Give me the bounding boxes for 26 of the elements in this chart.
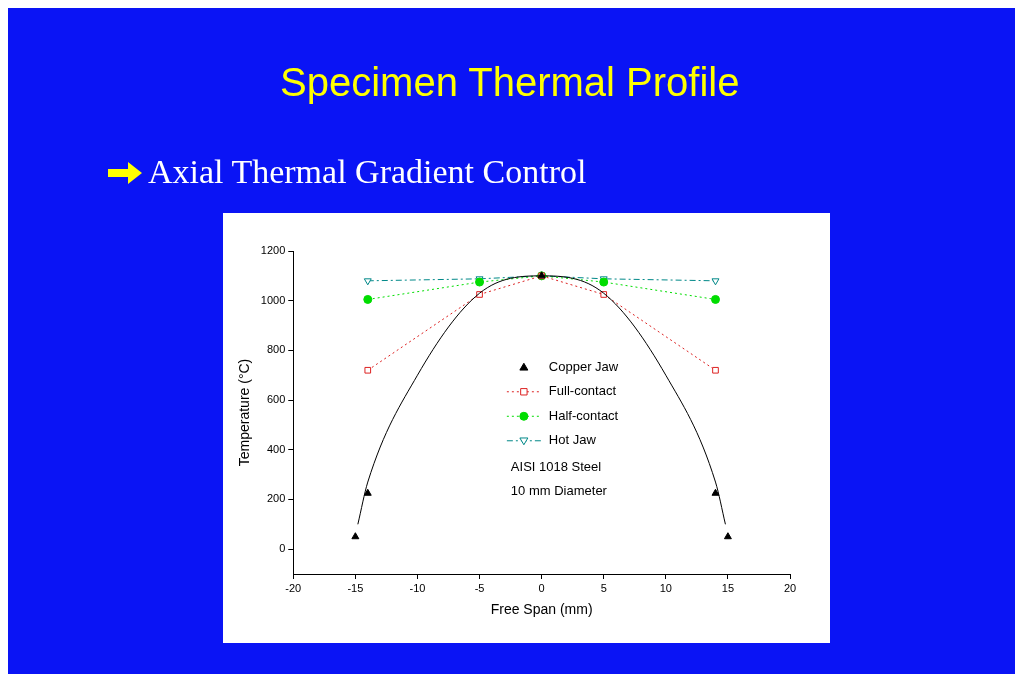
y-tick-label: 200: [266, 492, 286, 505]
y-tick-label: 1200: [260, 244, 286, 257]
y-tick-label: 1000: [260, 293, 286, 306]
y-tick-label: 0: [279, 542, 286, 555]
y-axis-title: Temperature (°C): [236, 358, 253, 467]
x-tick-label: 0: [538, 581, 545, 594]
x-tick-label: -5: [474, 581, 485, 594]
x-tick-label: -15: [347, 581, 364, 594]
x-tick-label: 20: [783, 581, 797, 594]
x-tick-label: 5: [600, 581, 607, 594]
x-tick-label: 15: [721, 581, 735, 594]
annotation: 10 mm Diameter: [510, 483, 608, 499]
legend-label: Copper Jaw: [548, 358, 619, 374]
y-tick-label: 400: [266, 442, 286, 455]
x-tick-label: -10: [409, 581, 426, 594]
x-axis-title: Free Span (mm): [490, 601, 593, 618]
x-tick-label: -20: [285, 581, 302, 594]
legend-label: Full-contact: [548, 383, 617, 399]
chart-title: Specimen Thermal Profile: [280, 60, 740, 105]
legend-label: Half-contact: [548, 407, 619, 423]
x-tick-label: 10: [659, 581, 672, 594]
y-tick-label: 800: [266, 343, 286, 356]
annotation: AISI 1018 Steel: [510, 458, 602, 474]
chart-subtitle: Axial Thermal Gradient Control: [148, 153, 587, 191]
legend-label: Hot Jaw: [548, 432, 597, 448]
y-tick-label: 600: [266, 393, 286, 406]
